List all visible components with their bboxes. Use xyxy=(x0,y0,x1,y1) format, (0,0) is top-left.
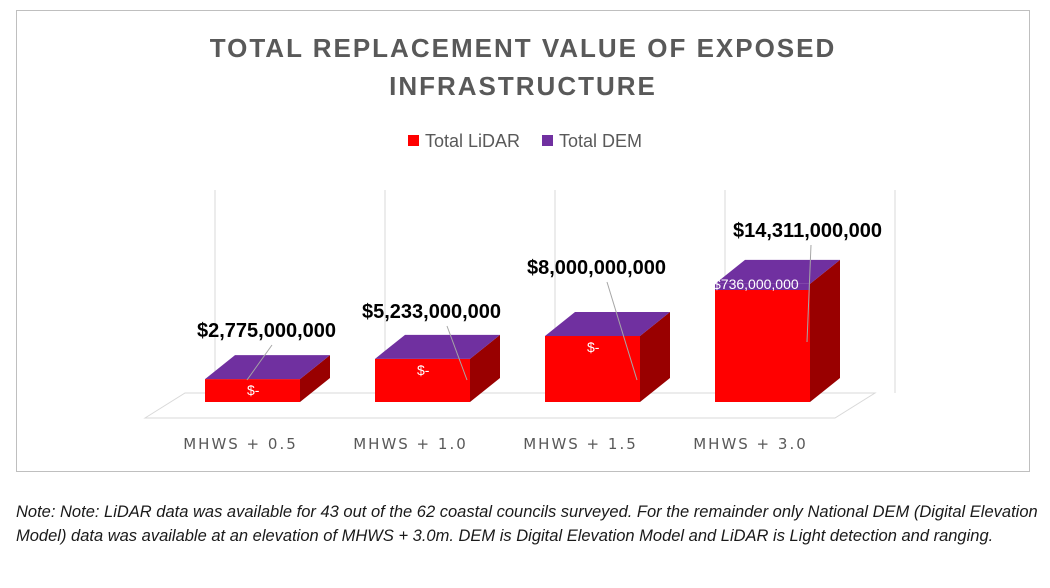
bar-lidar-side xyxy=(470,334,500,402)
floor-outline xyxy=(143,392,877,419)
bar-lidar-side xyxy=(300,355,330,402)
bar-lidar-front xyxy=(205,379,300,402)
legend-label-dem: Total DEM xyxy=(559,131,642,151)
dem-data-label: $- xyxy=(587,339,600,355)
total-data-label: $14,311,000,000 xyxy=(733,220,882,242)
category-label: MHWS + 1.0 xyxy=(353,435,468,453)
bar-lidar-side xyxy=(640,311,670,402)
chart-title-line-2: INFRASTRUCTURE xyxy=(389,71,657,101)
bar-dem-top xyxy=(205,355,330,380)
legend-swatch-lidar xyxy=(408,135,419,146)
chart-svg: TOTAL REPLACEMENT VALUE OF EXPOSED INFRA… xyxy=(143,33,896,453)
category-labels: MHWS + 0.5 MHWS + 1.0 MHWS + 1.5 MHWS + 3.0 xyxy=(183,435,808,453)
bar-lidar-front xyxy=(545,335,640,402)
leader-line xyxy=(446,325,468,381)
bar-dem-top xyxy=(545,311,670,336)
chart-frame: TOTAL REPLACEMENT VALUE OF EXPOSED INFRA… xyxy=(16,10,1030,472)
footnote: Note: Note: LiDAR data was available for… xyxy=(16,503,1038,545)
dem-data-label: $736,000,000 xyxy=(713,276,799,292)
leader-line xyxy=(606,281,638,381)
category-label: MHWS + 3.0 xyxy=(693,435,808,453)
leader-line xyxy=(806,244,812,343)
bar-lidar-front xyxy=(375,358,470,402)
bar-dem-top xyxy=(375,334,500,359)
legend-swatch-dem xyxy=(542,135,553,146)
dem-data-label: $- xyxy=(417,362,430,378)
total-data-label: $5,233,000,000 xyxy=(362,301,501,323)
bar-lidar-side xyxy=(810,259,840,402)
total-data-label: $8,000,000,000 xyxy=(527,257,666,279)
bar-lidar-front xyxy=(715,290,810,402)
leader-line xyxy=(246,344,273,381)
total-data-label: $2,775,000,000 xyxy=(197,320,336,342)
bar-dem-front xyxy=(715,283,810,290)
legend: Total LiDAR Total DEM xyxy=(408,131,642,151)
chart-title-line-1: TOTAL REPLACEMENT VALUE OF EXPOSED xyxy=(210,33,837,63)
legend-label-lidar: Total LiDAR xyxy=(425,131,520,151)
dem-data-label: $- xyxy=(247,382,260,398)
category-label: MHWS + 0.5 xyxy=(183,435,298,453)
bar-dem-top xyxy=(715,259,840,284)
bars: $- $2,775,000,000 $- $5,233,000,000 $- $8,000… xyxy=(197,220,882,402)
category-label: MHWS + 1.5 xyxy=(523,435,638,453)
